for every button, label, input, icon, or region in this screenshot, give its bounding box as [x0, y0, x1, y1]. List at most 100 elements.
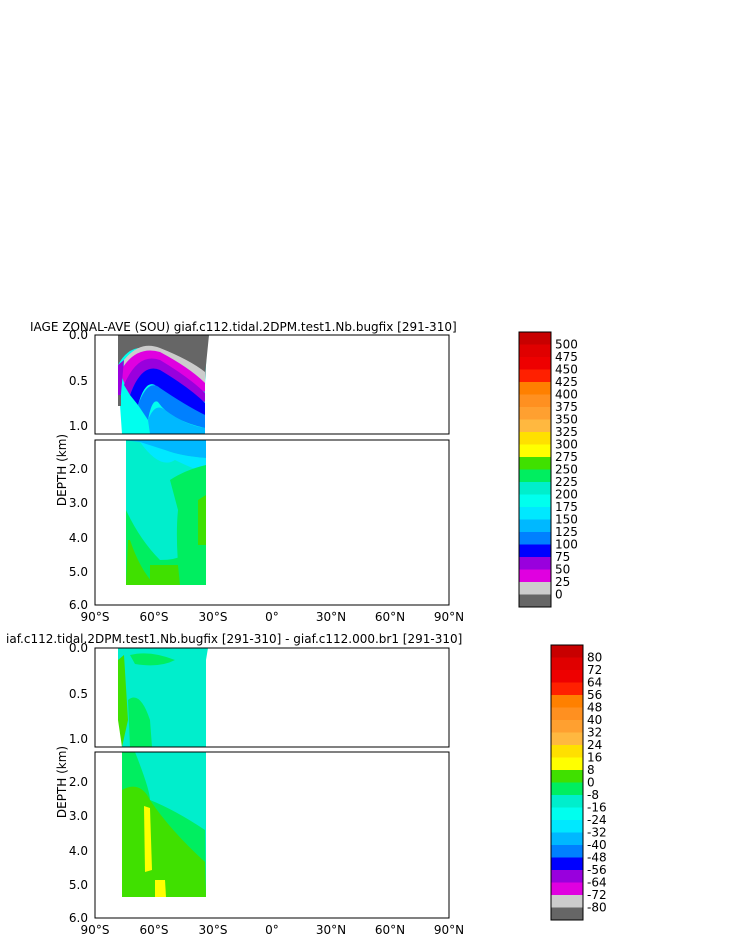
colorbar-label: 425 — [555, 375, 578, 389]
colorbar-label: 300 — [555, 438, 578, 452]
colorbar-swatch — [519, 444, 551, 458]
colorbar-swatch — [551, 720, 583, 733]
y-tick: 5.0 — [69, 878, 88, 892]
panel-1-lower-frame — [94, 439, 450, 606]
colorbar-swatch — [519, 469, 551, 483]
colorbar-swatch — [551, 645, 583, 658]
panel-2-upper-frame — [94, 647, 450, 748]
colorbar-swatch — [519, 432, 551, 445]
y-tick: 2.0 — [69, 462, 88, 476]
y-tick: 0.5 — [69, 374, 88, 388]
colorbar-label: -16 — [587, 801, 607, 815]
colorbar-label: 56 — [587, 688, 602, 702]
panel-2-x-ticks: 90°S 60°S 30°S 0° 30°N 60°N 90°N — [81, 923, 465, 937]
colorbar-swatch — [551, 832, 583, 846]
colorbar-label: 475 — [555, 350, 578, 364]
x-tick: 30°S — [199, 923, 228, 937]
colorbar-swatch — [519, 532, 551, 545]
colorbar-frame — [550, 644, 584, 921]
colorbar-label: 400 — [555, 388, 578, 402]
colorbar-label: 375 — [555, 400, 578, 414]
colorbar-label: 80 — [587, 651, 602, 665]
colorbar-swatch — [551, 657, 583, 671]
x-tick: 60°N — [375, 610, 405, 624]
colorbar-label: 225 — [555, 475, 578, 489]
colorbar-swatch — [551, 732, 583, 746]
panel-1-y-ticks: 0.0 0.5 1.0 2.0 3.0 4.0 5.0 6.0 — [69, 328, 88, 612]
x-tick: 60°N — [375, 923, 405, 937]
panel-2-y-ticks: 0.0 0.5 1.0 2.0 3.0 4.0 5.0 6.0 — [69, 641, 88, 925]
colorbar-label: -8 — [587, 788, 599, 802]
panel-1-title: IAGE ZONAL-AVE (SOU) giaf.c112.tidal.2DP… — [30, 320, 457, 334]
colorbar-swatch — [519, 544, 551, 558]
colorbar-swatch — [519, 457, 551, 470]
y-tick: 5.0 — [69, 565, 88, 579]
panel-1-upper-field — [118, 335, 209, 434]
colorbar-swatch — [519, 394, 551, 408]
x-tick: 0° — [265, 610, 279, 624]
colorbar-label: -32 — [587, 826, 607, 840]
colorbar-swatch — [551, 857, 583, 871]
panel-1-x-ticks: 90°S 60°S 30°S 0° 30°N 60°N 90°N — [81, 610, 465, 624]
colorbar-label: 125 — [555, 525, 578, 539]
colorbar-swatch — [519, 332, 551, 345]
colorbar-swatch — [519, 582, 551, 595]
y-tick: 6.0 — [69, 598, 88, 612]
colorbar-label: 275 — [555, 450, 578, 464]
colorbar-label: 40 — [587, 713, 602, 727]
colorbar-swatch — [551, 757, 583, 771]
colorbar-swatch — [519, 507, 551, 520]
y-tick: 2.0 — [69, 775, 88, 789]
panel-2: iaf.c112.tidal.2DPM.test1.Nb.bugfix [291… — [6, 632, 607, 937]
colorbar-swatch — [551, 870, 583, 883]
colorbar-label: 64 — [587, 676, 602, 690]
panel-1-ylabel: DEPTH (km) — [55, 434, 69, 506]
y-tick: 1.0 — [69, 732, 88, 746]
colorbar-swatch — [551, 745, 583, 758]
y-tick: 3.0 — [69, 496, 88, 510]
panel-2-ylabel: DEPTH (km) — [55, 746, 69, 818]
x-tick: 60°S — [140, 923, 169, 937]
colorbar-frame — [518, 331, 552, 608]
x-tick: 30°N — [316, 923, 346, 937]
colorbar-label: 8 — [587, 763, 595, 777]
y-tick: 0.0 — [69, 328, 88, 342]
colorbar-label: -72 — [587, 888, 607, 902]
y-tick: 6.0 — [69, 911, 88, 925]
y-tick: 1.0 — [69, 419, 88, 433]
x-tick: 90°N — [434, 923, 464, 937]
panel-1: IAGE ZONAL-AVE (SOU) giaf.c112.tidal.2DP… — [30, 320, 578, 624]
panel-2-lower-field — [122, 752, 206, 897]
colorbar-swatch — [551, 895, 583, 908]
colorbar-swatch — [551, 845, 583, 858]
panel-2-lower-frame — [94, 751, 450, 919]
colorbar-swatch — [519, 494, 551, 508]
x-tick: 90°S — [81, 610, 110, 624]
x-tick: 0° — [265, 923, 279, 937]
colorbar-label: 50 — [555, 563, 570, 577]
panel-2-colorbar: 80726456484032241680-8-16-24-32-40-48-56… — [550, 644, 607, 921]
colorbar-label: 0 — [555, 588, 563, 602]
y-tick: 0.0 — [69, 641, 88, 655]
panel-1-lower-field — [122, 440, 206, 585]
colorbar-label: 175 — [555, 500, 578, 514]
panel-2-upper-field — [118, 648, 208, 747]
colorbar-label: 200 — [555, 488, 578, 502]
y-tick: 4.0 — [69, 531, 88, 545]
colorbar-swatch — [551, 670, 583, 683]
colorbar-swatch — [519, 344, 551, 358]
x-tick: 30°S — [199, 610, 228, 624]
colorbar-label: -40 — [587, 838, 607, 852]
colorbar-label: 25 — [555, 575, 570, 589]
colorbar-swatch — [551, 682, 583, 696]
colorbar-swatch — [519, 519, 551, 533]
colorbar-label: 32 — [587, 726, 602, 740]
colorbar-swatch — [519, 382, 551, 395]
colorbar-label: 0 — [587, 776, 595, 790]
colorbar-swatch — [519, 419, 551, 433]
colorbar-swatch — [551, 695, 583, 708]
colorbar-label: -24 — [587, 813, 607, 827]
panel-1-colorbar: 5004754504254003753503253002752502252001… — [518, 331, 578, 608]
colorbar-swatch — [519, 357, 551, 370]
